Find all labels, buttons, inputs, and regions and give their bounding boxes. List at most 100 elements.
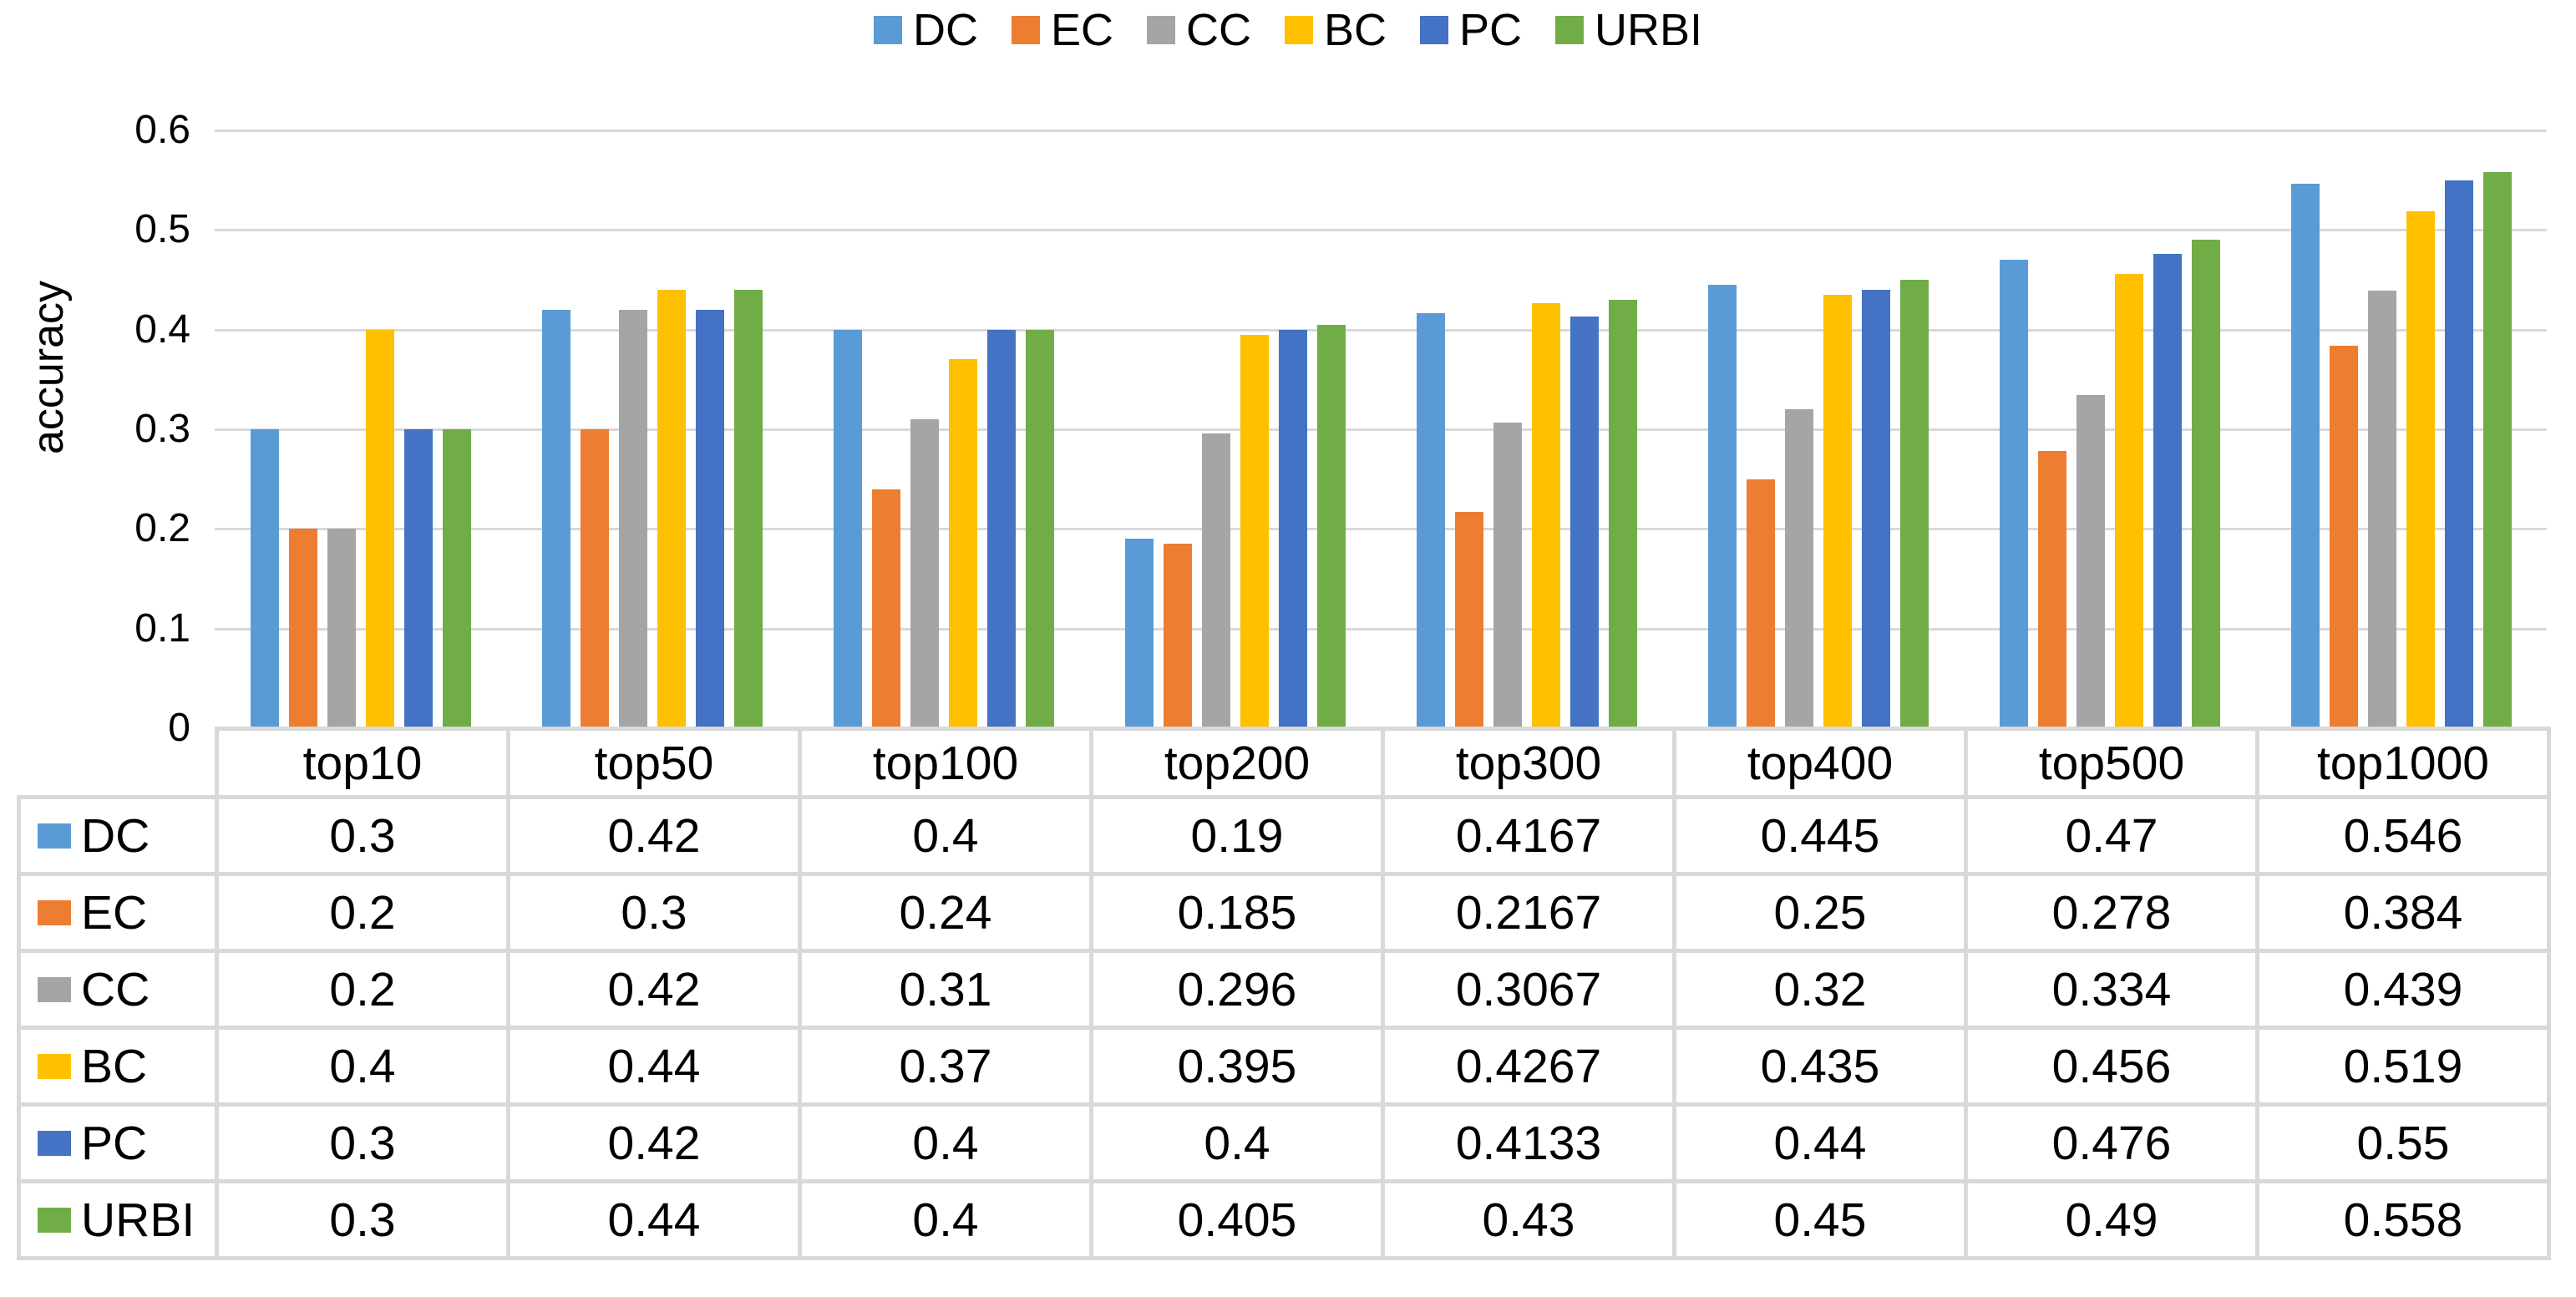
bar-urbi-top50	[733, 290, 763, 728]
table-corner-cell	[19, 729, 217, 798]
table-header-top1000: top1000	[2255, 727, 2551, 799]
bar-pc-top10	[403, 429, 433, 728]
plot-area	[215, 129, 2547, 728]
bar-urbi-top300	[1608, 300, 1637, 728]
cluster-top300	[1381, 130, 1672, 728]
table-row-swatch-icon-ec	[38, 899, 71, 925]
legend-entry-urbi: URBI	[1555, 8, 1702, 53]
table-row-urbi: URBI 0.3 0.44 0.4 0.405 0.43 0.45 0.49 0.558	[17, 1179, 2551, 1260]
bar-urbi-top1000	[2482, 172, 2512, 728]
cluster-top500	[1964, 130, 2255, 728]
bar-ec-top1000	[2329, 346, 2358, 728]
table-cell-dc-top100: 0.4	[798, 795, 1093, 876]
table-header-top400: top400	[1672, 727, 1968, 799]
legend-label-pc: PC	[1459, 5, 1523, 55]
bar-cc-top100	[910, 419, 939, 728]
table-cell-ec-top500: 0.278	[1964, 872, 2259, 953]
bar-cc-top500	[2076, 395, 2105, 728]
table-cell-ec-top100: 0.24	[798, 872, 1093, 953]
table-cell-pc-top1000: 0.55	[2255, 1102, 2551, 1183]
bar-clusters	[215, 130, 2547, 728]
table-header-top10: top10	[215, 727, 510, 799]
table-cell-pc-top100: 0.4	[798, 1102, 1093, 1183]
y-tick-0.2: 0.2	[134, 506, 190, 550]
table-cell-urbi-top200: 0.405	[1089, 1179, 1385, 1260]
table-header-top200: top200	[1089, 727, 1385, 799]
y-tick-0: 0	[168, 706, 190, 750]
cluster-top10	[215, 130, 506, 728]
legend-entry-bc: BC	[1284, 8, 1387, 53]
legend-swatch-icon-dc	[873, 16, 902, 44]
table-cell-pc-top400: 0.44	[1672, 1102, 1968, 1183]
bar-bc-top400	[1823, 295, 1852, 728]
table-row-label-urbi: URBI	[81, 1193, 195, 1247]
bar-cc-top200	[1201, 433, 1230, 728]
bar-dc-top300	[1416, 313, 1445, 728]
table-cell-urbi-top300: 0.43	[1381, 1179, 1676, 1260]
table-row-ec: EC 0.2 0.3 0.24 0.185 0.2167 0.25 0.278 0.384	[17, 872, 2551, 953]
table-cell-dc-top1000: 0.546	[2255, 795, 2551, 876]
bar-cc-top400	[1784, 409, 1813, 728]
table-row-label-cell-urbi: URBI	[17, 1179, 219, 1260]
y-tick-0.3: 0.3	[134, 407, 190, 451]
table-row-swatch-icon-dc	[38, 823, 71, 849]
cluster-top100	[798, 130, 1089, 728]
table-row-label-cell-ec: EC	[17, 872, 219, 953]
bar-pc-top300	[1569, 317, 1599, 728]
legend-swatch-icon-bc	[1284, 16, 1313, 44]
y-tick-0.4: 0.4	[134, 307, 190, 352]
gridline-0.4	[215, 329, 2547, 332]
legend-swatch-icon-cc	[1146, 16, 1175, 44]
bar-dc-top1000	[2290, 184, 2320, 728]
table-cell-cc-top10: 0.2	[215, 949, 510, 1030]
table-cell-bc-top1000: 0.519	[2255, 1026, 2551, 1107]
bar-bc-top10	[365, 330, 394, 728]
table-row-label-bc: BC	[81, 1039, 148, 1093]
table-cell-cc-top200: 0.296	[1089, 949, 1385, 1030]
gridline-0.5	[215, 229, 2547, 231]
y-tick-0.6: 0.6	[134, 108, 190, 152]
table-row-label-pc: PC	[81, 1116, 148, 1170]
table-cell-urbi-top50: 0.44	[506, 1179, 802, 1260]
bar-dc-top200	[1124, 539, 1154, 728]
table-cell-urbi-top100: 0.4	[798, 1179, 1093, 1260]
gridline-0.1	[215, 628, 2547, 631]
bar-ec-top200	[1163, 544, 1192, 728]
table-cell-dc-top10: 0.3	[215, 795, 510, 876]
table-row-bc: BC 0.4 0.44 0.37 0.395 0.4267 0.435 0.456 0.519	[17, 1026, 2551, 1107]
table-cell-bc-top50: 0.44	[506, 1026, 802, 1107]
y-axis-tick-labels: 0 0.1 0.2 0.3 0.4 0.5 0.6	[0, 0, 190, 1297]
table-header-top500: top500	[1964, 727, 2259, 799]
bar-pc-top500	[2153, 254, 2182, 728]
cluster-top1000	[2255, 130, 2547, 728]
table-cell-ec-top50: 0.3	[506, 872, 802, 953]
table-header-row: top10 top50 top100 top200 top300 top400 top500…	[19, 727, 2551, 799]
legend-swatch-icon-ec	[1011, 16, 1040, 44]
table-row-label-cell-pc: PC	[17, 1102, 219, 1183]
table-cell-urbi-top500: 0.49	[1964, 1179, 2259, 1260]
table-cell-pc-top500: 0.476	[1964, 1102, 2259, 1183]
bar-urbi-top100	[1025, 330, 1054, 728]
bar-ec-top10	[288, 529, 317, 728]
bar-bc-top1000	[2406, 211, 2435, 728]
table-row-label-cell-dc: DC	[17, 795, 219, 876]
table-cell-dc-top500: 0.47	[1964, 795, 2259, 876]
bar-pc-top50	[695, 310, 724, 728]
chart-legend: DC EC CC BC PC URBI	[0, 3, 2576, 57]
table-row-label-ec: EC	[81, 885, 148, 940]
table-cell-ec-top400: 0.25	[1672, 872, 1968, 953]
table-cell-dc-top200: 0.19	[1089, 795, 1385, 876]
y-tick-0.1: 0.1	[134, 606, 190, 651]
legend-swatch-icon-urbi	[1555, 16, 1585, 44]
bar-cc-top300	[1493, 423, 1522, 728]
gridline-0.6	[215, 129, 2547, 132]
table-cell-dc-top400: 0.445	[1672, 795, 1968, 876]
table-row-label-cell-cc: CC	[17, 949, 219, 1030]
legend-label-ec: EC	[1050, 5, 1113, 55]
table-row-label-dc: DC	[81, 808, 150, 863]
bar-dc-top50	[541, 310, 570, 728]
bar-dc-top100	[833, 330, 862, 728]
bar-ec-top50	[580, 429, 609, 728]
bar-bc-top100	[948, 359, 977, 728]
